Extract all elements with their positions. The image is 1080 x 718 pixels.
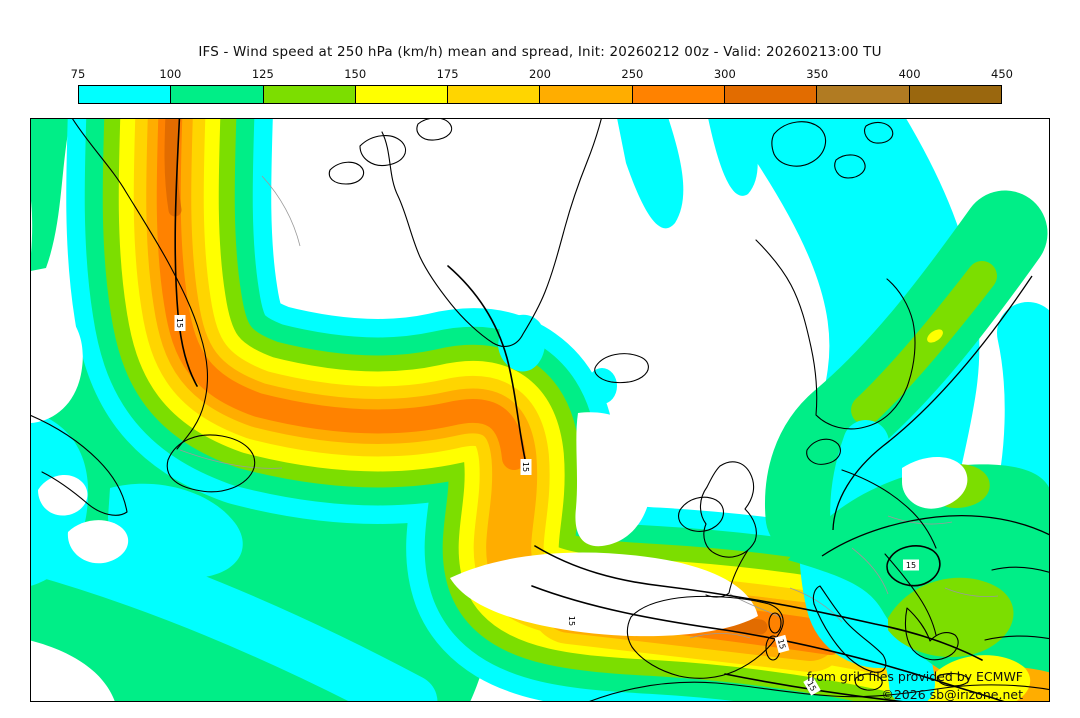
colorbar-tick-label: 75 bbox=[70, 67, 86, 81]
colorbar-segment bbox=[79, 86, 172, 103]
svg-text:15: 15 bbox=[805, 680, 818, 693]
colorbar-tick-label: 400 bbox=[898, 67, 921, 81]
colorbar-segment bbox=[632, 86, 726, 103]
page-title: IFS - Wind speed at 250 hPa (km/h) mean … bbox=[198, 44, 882, 60]
colorbar-segment bbox=[448, 86, 541, 103]
contour-label: 15 bbox=[566, 613, 578, 629]
map-frame bbox=[30, 118, 1050, 702]
svg-text:15: 15 bbox=[776, 638, 787, 650]
low-wind-white-areas bbox=[30, 294, 758, 702]
contour-label: 15 bbox=[520, 459, 532, 475]
colorbar-tick-label: 150 bbox=[344, 67, 367, 81]
colorbar-segment bbox=[540, 86, 633, 103]
colorbar-tick-label: 125 bbox=[251, 67, 274, 81]
coastlines bbox=[30, 118, 1050, 702]
colorbar-tick-label: 450 bbox=[991, 67, 1013, 81]
svg-text:15: 15 bbox=[906, 561, 916, 570]
svg-text:15: 15 bbox=[567, 616, 576, 626]
colorbar-segment bbox=[817, 86, 910, 103]
colorbar-tick-label: 250 bbox=[621, 67, 644, 81]
colorbar-segment bbox=[725, 86, 818, 103]
colorbar-tick-label: 100 bbox=[159, 67, 182, 81]
colorbar-tick-label: 200 bbox=[529, 67, 551, 81]
colorbar-tick-label: 300 bbox=[713, 67, 736, 81]
colorbar-swatches bbox=[78, 85, 1002, 104]
spread-contours: 15 15 15 15 15 15 bbox=[174, 118, 1050, 702]
attribution-line2: ©2026 sb@irizone.net bbox=[881, 687, 1023, 702]
colorbar-segment bbox=[263, 86, 356, 103]
attribution-line1: from grib files provided by ECMWF bbox=[807, 669, 1023, 684]
contour-label: 15 bbox=[774, 634, 790, 654]
contour-label: 15 bbox=[903, 559, 919, 571]
colorbar-segment bbox=[355, 86, 449, 103]
map-svg: 15 15 15 15 15 15 bbox=[30, 118, 1050, 702]
svg-text:15: 15 bbox=[175, 318, 184, 328]
colorbar-segment bbox=[909, 86, 1001, 103]
colorbar-tick-label: 175 bbox=[436, 67, 459, 81]
attribution: from grib files provided by ECMWF ©2026 … bbox=[807, 669, 1023, 702]
svg-text:15: 15 bbox=[521, 462, 530, 472]
contour-label: 15 bbox=[174, 315, 186, 331]
colorbar-segment bbox=[171, 86, 264, 103]
contour-label: 15 bbox=[803, 676, 821, 696]
colorbar-tick-label: 350 bbox=[806, 67, 829, 81]
